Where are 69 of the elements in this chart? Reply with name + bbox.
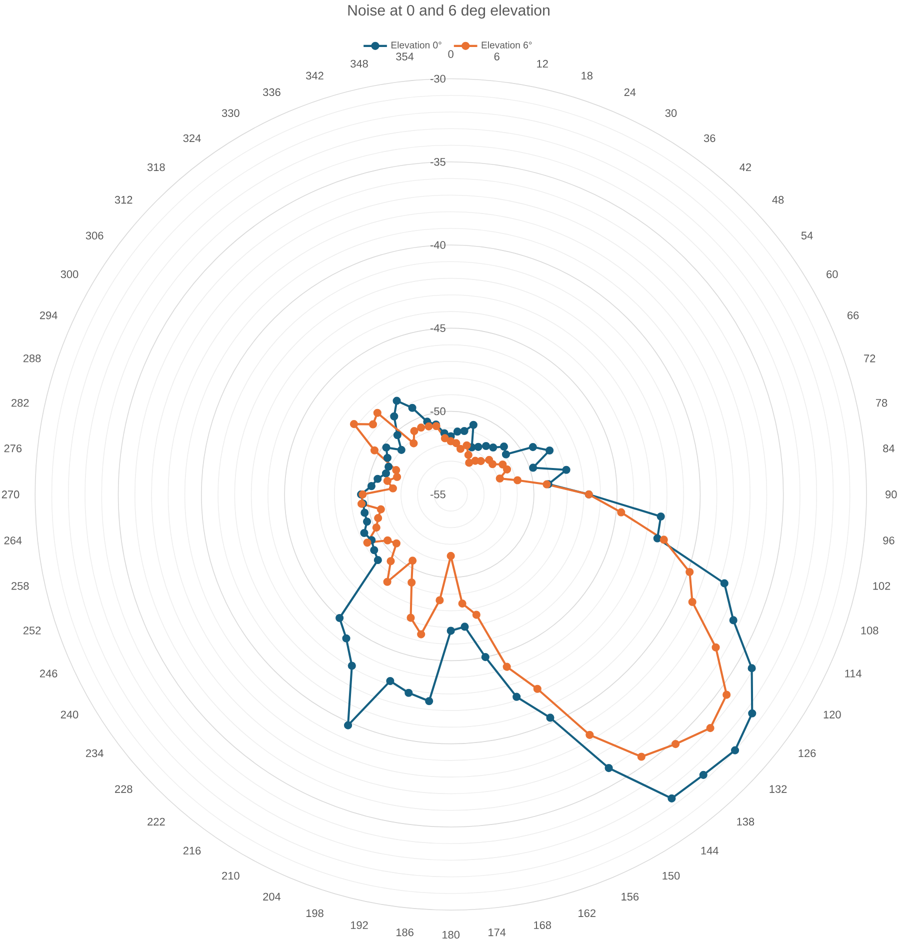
spoke-label: 108 bbox=[862, 626, 878, 634]
spoke-label: 306 bbox=[86, 232, 104, 240]
spoke-label: 66 bbox=[848, 311, 859, 320]
legend-label: Elevation 0° bbox=[392, 41, 442, 48]
spoke-label: 252 bbox=[24, 626, 41, 634]
spoke-label: 270 bbox=[2, 490, 20, 498]
spoke-label: 150 bbox=[662, 872, 680, 880]
spoke-label: 318 bbox=[148, 163, 166, 172]
spoke-label: 78 bbox=[876, 399, 888, 407]
spoke-label: 288 bbox=[24, 354, 41, 362]
spoke-label: 60 bbox=[826, 270, 838, 278]
spoke-label: 192 bbox=[351, 921, 368, 930]
spoke-label: 210 bbox=[222, 872, 240, 880]
spoke-label: 342 bbox=[306, 72, 324, 80]
spoke-label: 126 bbox=[798, 749, 816, 758]
spoke-label: 168 bbox=[534, 921, 552, 930]
spoke-label: 300 bbox=[60, 270, 78, 278]
spoke-label: 240 bbox=[61, 710, 78, 718]
spoke-label: 204 bbox=[263, 892, 281, 901]
spoke-label: 312 bbox=[115, 196, 132, 204]
spoke-label: 24 bbox=[624, 88, 636, 96]
spoke-label: 138 bbox=[737, 818, 754, 826]
spoke-label: 12 bbox=[537, 60, 548, 68]
spoke-label: 18 bbox=[582, 72, 593, 80]
spoke-label: 120 bbox=[824, 710, 842, 718]
spoke-label: 84 bbox=[883, 444, 895, 452]
spoke-label: 0 bbox=[448, 50, 454, 58]
spoke-label: 180 bbox=[442, 930, 460, 939]
spoke-label: 156 bbox=[622, 892, 639, 901]
spoke-label: 222 bbox=[148, 818, 165, 826]
spoke-label: 132 bbox=[770, 785, 787, 793]
spoke-label: 90 bbox=[886, 490, 898, 498]
spoke-label: 282 bbox=[12, 399, 29, 407]
chart-title: Noise at 0 and 6 deg elevation bbox=[348, 4, 550, 19]
spoke-label: 276 bbox=[4, 444, 22, 452]
spoke-label: 42 bbox=[740, 163, 752, 172]
spoke-label: 330 bbox=[222, 109, 240, 117]
legend-label: Elevation 6° bbox=[482, 41, 532, 48]
spoke-label: 348 bbox=[350, 60, 368, 68]
spoke-label: 114 bbox=[845, 670, 862, 678]
y-tick-label: -55 bbox=[430, 490, 446, 498]
spoke-label: 72 bbox=[864, 354, 876, 362]
spoke-label: 324 bbox=[183, 134, 202, 142]
spoke-label: 216 bbox=[184, 846, 201, 855]
spoke-label: 198 bbox=[306, 909, 324, 918]
spoke-label: 246 bbox=[40, 670, 58, 678]
y-tick-label: -50 bbox=[430, 407, 446, 416]
y-tick-label: -35 bbox=[430, 158, 446, 166]
spoke-label: 264 bbox=[4, 536, 22, 544]
spoke-label: 234 bbox=[86, 749, 104, 758]
spoke-label: 336 bbox=[263, 88, 281, 96]
spoke-label: 354 bbox=[396, 52, 414, 60]
spoke-label: 36 bbox=[704, 134, 716, 142]
spoke-label: 294 bbox=[40, 311, 58, 320]
spoke-label: 48 bbox=[772, 196, 784, 204]
spoke-label: 54 bbox=[802, 232, 814, 240]
spoke-label: 6 bbox=[494, 52, 500, 60]
spoke-label: 144 bbox=[702, 846, 719, 854]
spoke-label: 102 bbox=[873, 582, 890, 590]
spoke-label: 186 bbox=[396, 928, 414, 936]
spoke-label: 96 bbox=[883, 536, 895, 544]
y-tick-label: -30 bbox=[430, 74, 446, 83]
spoke-label: 258 bbox=[12, 582, 29, 590]
y-tick-label: -45 bbox=[430, 324, 446, 332]
y-tick-label: -40 bbox=[430, 241, 446, 249]
spoke-label: 228 bbox=[115, 785, 132, 793]
spoke-label: 30 bbox=[666, 109, 677, 117]
spoke-label: 162 bbox=[578, 909, 596, 918]
spoke-label: 174 bbox=[488, 928, 506, 936]
